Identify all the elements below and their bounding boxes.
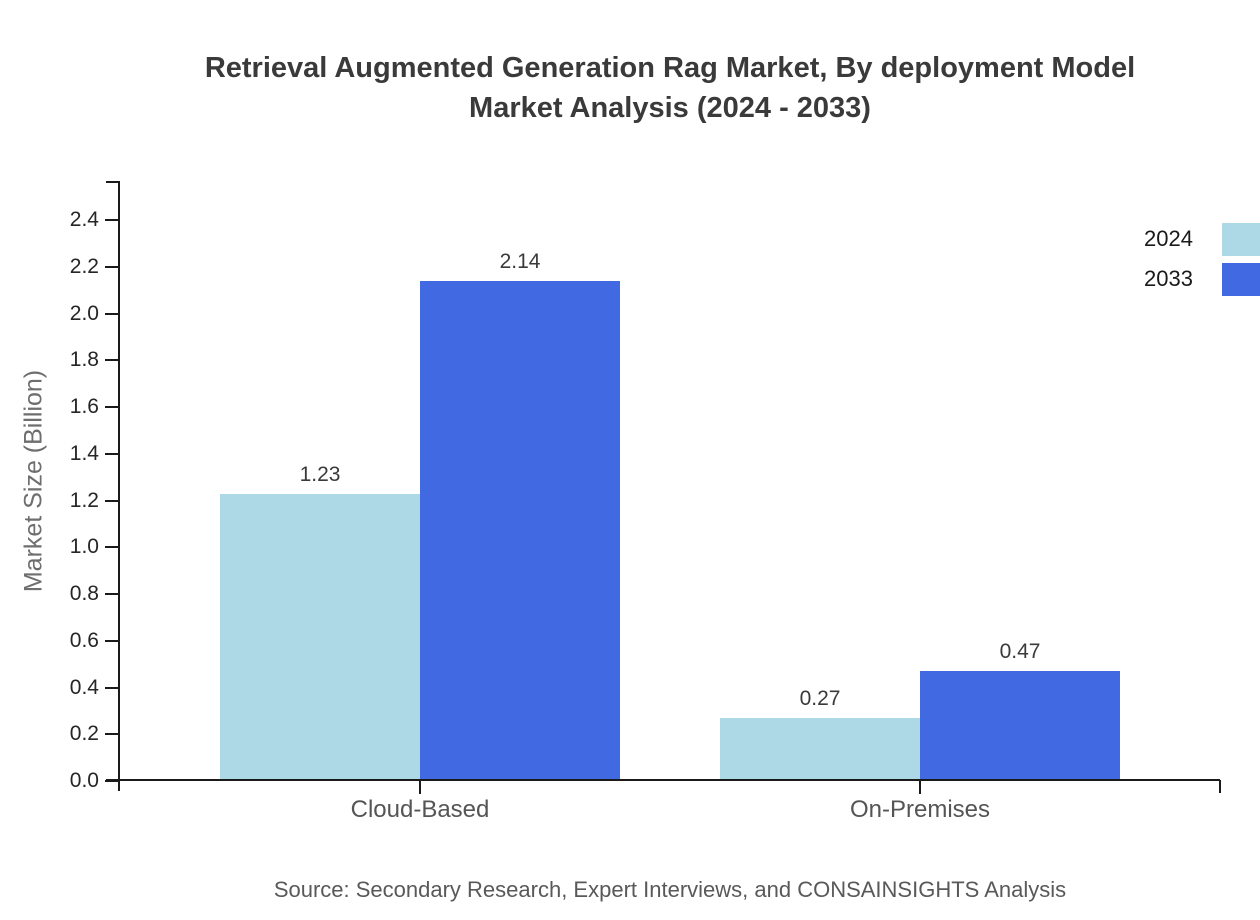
y-tick-label: 1.8: [69, 348, 99, 372]
y-tick-label: 0.6: [69, 628, 99, 652]
chart-title-line2: Market Analysis (2024 - 2033): [469, 92, 871, 124]
y-tick-label: 0.2: [69, 722, 99, 746]
bar-cloud-based-2024: [220, 493, 420, 781]
y-tick-mark: [105, 546, 118, 549]
y-tick-label: 2.0: [69, 301, 99, 325]
x-category-label: Cloud-Based: [350, 796, 490, 823]
y-tick-mark: [105, 593, 118, 595]
y-tick-mark: [105, 219, 118, 222]
y-tick-label: 1.0: [69, 535, 99, 559]
bar-on-premises-2024: [720, 717, 920, 781]
y-tick-label: 0.4: [69, 675, 99, 699]
y-tick-label: 1.6: [69, 395, 99, 419]
x-category-label: On-Premises: [849, 796, 991, 823]
y-tick-label: 0.0: [69, 769, 99, 792]
chart-title-line1: Retrieval Augmented Generation Rag Marke…: [204, 52, 1136, 84]
y-tick-mark: [105, 265, 118, 268]
y-tick-label: 0.8: [69, 582, 99, 605]
y-tick-label: 1.4: [69, 441, 99, 465]
legend-item-2033: 2033: [1144, 259, 1260, 299]
y-tick-mark: [105, 686, 118, 689]
legend: 2024 2033: [1144, 219, 1260, 299]
bar-on-premises-2033: [920, 671, 1120, 781]
y-axis-end-cap: [106, 181, 119, 183]
y-axis-title: Market Size (Billion): [19, 369, 48, 593]
y-tick-mark: [105, 499, 118, 502]
chart-title: Retrieval Augmented Generation Rag Marke…: [120, 48, 1220, 128]
y-tick-mark: [105, 406, 118, 409]
x-tick-mark: [919, 781, 921, 794]
bar-value-label: 1.23: [299, 462, 341, 486]
y-tick-mark: [105, 452, 118, 455]
bar-value-label: 0.47: [999, 640, 1041, 664]
x-axis-line: [106, 779, 1220, 781]
y-tick-label: 2.4: [69, 208, 99, 232]
y-tick-mark: [105, 780, 118, 782]
legend-label: 2033: [1144, 266, 1193, 291]
bar-value-label: 0.27: [799, 686, 841, 710]
y-tick-label: 2.2: [69, 254, 99, 278]
bar-cloud-based-2033: [420, 280, 620, 781]
x-axis-end-cap: [1219, 780, 1221, 793]
x-tick-mark: [419, 781, 421, 794]
source-note: Source: Secondary Research, Expert Inter…: [273, 877, 1067, 902]
y-axis-line: [118, 181, 120, 791]
y-tick-mark: [105, 312, 118, 315]
y-tick-label: 1.2: [69, 488, 99, 512]
plot-area: 0.0 0.2 0.4 0.6 0.8 1.0 1.2 1.4 1.6 1.8 2.0 2.2 2.4 C…: [70, 181, 1221, 823]
legend-item-2024: 2024: [1144, 219, 1260, 259]
y-tick-mark: [105, 359, 118, 362]
bar-value-label: 2.14: [499, 249, 541, 273]
legend-label: 2024: [1144, 226, 1193, 251]
legend-swatch: [1222, 222, 1260, 256]
y-tick-mark: [105, 733, 118, 736]
y-tick-mark: [105, 639, 118, 642]
legend-swatch: [1222, 262, 1260, 296]
